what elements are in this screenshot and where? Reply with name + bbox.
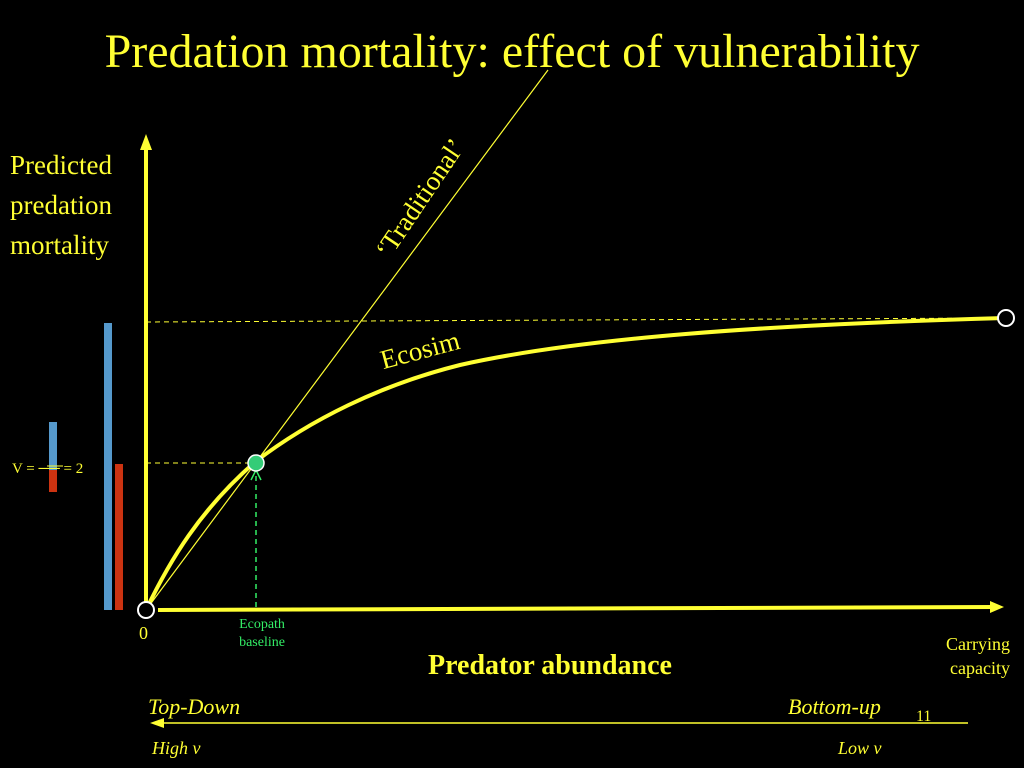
bar-large-red <box>115 464 123 610</box>
max-mortality-dashed-line <box>145 317 1006 323</box>
carrying-capacity-label: Carrying capacity <box>946 634 1010 678</box>
vulnerability-label: V = ── = 2 <box>12 461 84 477</box>
bar-small-blue <box>49 422 57 470</box>
bar-large-blue <box>104 323 112 610</box>
ecopath-baseline-label: Ecopath baseline <box>239 617 285 650</box>
x-axis-arrowhead <box>990 601 1004 613</box>
slide-title: Predation mortality: effect of vulnerabi… <box>104 25 920 78</box>
carrying-capacity-marker <box>997 309 1015 327</box>
y-axis-label-line-3: mortality <box>10 230 109 260</box>
y-axis-label-line-1: Predicted <box>10 150 112 180</box>
top-down-label: Top-Down <box>148 694 241 719</box>
ecopath-baseline-point <box>247 454 265 472</box>
control-axis-arrowhead <box>150 718 164 728</box>
high-v-label: High v <box>152 738 201 758</box>
low-v-label: Low v <box>838 738 882 758</box>
y-axis-label-line-2: predation <box>10 190 112 220</box>
y-axis-arrowhead <box>140 134 152 150</box>
bottom-up-label: Bottom-up <box>788 694 881 719</box>
y-axis-label: Predicted predation mortality <box>10 145 112 265</box>
traditional-line <box>145 69 549 611</box>
origin-marker <box>137 601 155 619</box>
ecosim-curve <box>144 316 1006 611</box>
x-axis-label: Predator abundance <box>428 650 672 681</box>
origin-label: 0 <box>139 623 148 643</box>
bar-small-red <box>49 470 57 492</box>
page-number: 11 <box>916 708 932 725</box>
x-axis <box>157 605 995 612</box>
